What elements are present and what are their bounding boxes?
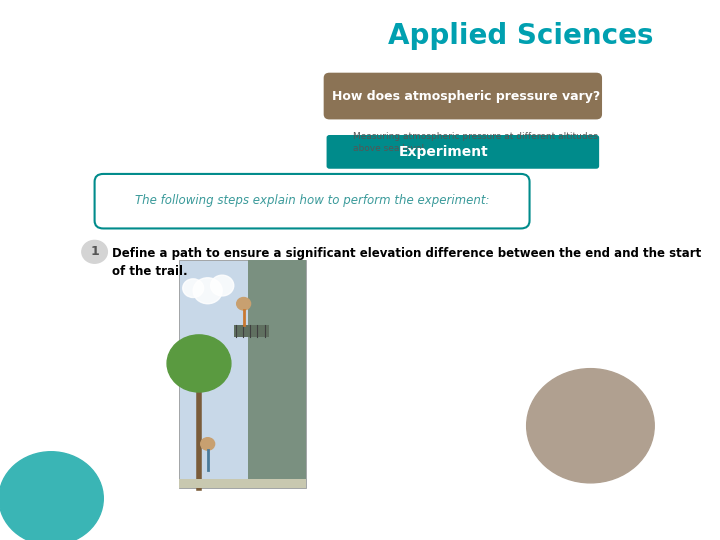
- Text: Experiment: Experiment: [399, 145, 489, 159]
- Circle shape: [183, 279, 204, 298]
- Bar: [248, 260, 306, 488]
- FancyBboxPatch shape: [327, 135, 599, 168]
- Bar: [234, 325, 269, 338]
- Bar: [179, 479, 306, 488]
- Circle shape: [201, 438, 215, 450]
- Circle shape: [82, 240, 107, 263]
- Circle shape: [526, 369, 654, 483]
- Circle shape: [210, 275, 234, 296]
- Text: Measuring atmospheric pressure at different altitudes
above sea level: Measuring atmospheric pressure at differ…: [353, 132, 598, 153]
- Circle shape: [237, 298, 251, 310]
- Text: Define a path to ensure a significant elevation difference between the end and t: Define a path to ensure a significant el…: [112, 247, 701, 278]
- Circle shape: [193, 278, 222, 303]
- Bar: [179, 260, 306, 488]
- FancyBboxPatch shape: [94, 174, 529, 228]
- Text: Applied Sciences: Applied Sciences: [388, 22, 654, 50]
- Circle shape: [167, 335, 231, 392]
- Text: How does atmospheric pressure vary?: How does atmospheric pressure vary?: [332, 90, 600, 103]
- FancyBboxPatch shape: [324, 73, 602, 119]
- Circle shape: [0, 452, 103, 540]
- Text: 1: 1: [90, 245, 99, 258]
- Text: The following steps explain how to perform the experiment:: The following steps explain how to perfo…: [135, 194, 490, 207]
